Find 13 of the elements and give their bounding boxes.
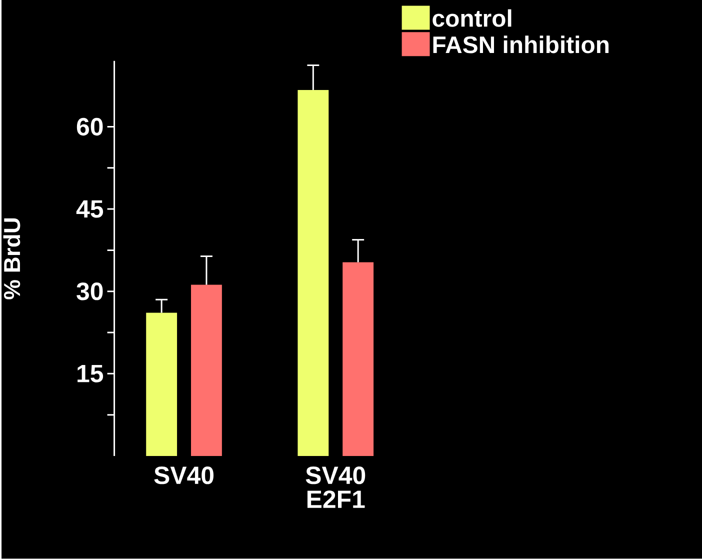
bar bbox=[298, 90, 329, 456]
legend-label: FASN inhibition bbox=[433, 36, 609, 54]
y-tick-label: 60 bbox=[76, 118, 103, 136]
bar bbox=[191, 284, 222, 456]
y-tick-label: 15 bbox=[78, 365, 104, 383]
bar bbox=[342, 262, 374, 456]
y-axis-title: % BrdU bbox=[3, 218, 20, 300]
x-tick-label: SV40 bbox=[154, 466, 214, 484]
y-tick-label: 45 bbox=[76, 200, 104, 218]
legend-label: control bbox=[432, 9, 512, 27]
y-tick-label: 30 bbox=[76, 282, 103, 300]
bar bbox=[146, 312, 178, 456]
x-tick-label: SV40 E2F1 bbox=[306, 466, 366, 508]
